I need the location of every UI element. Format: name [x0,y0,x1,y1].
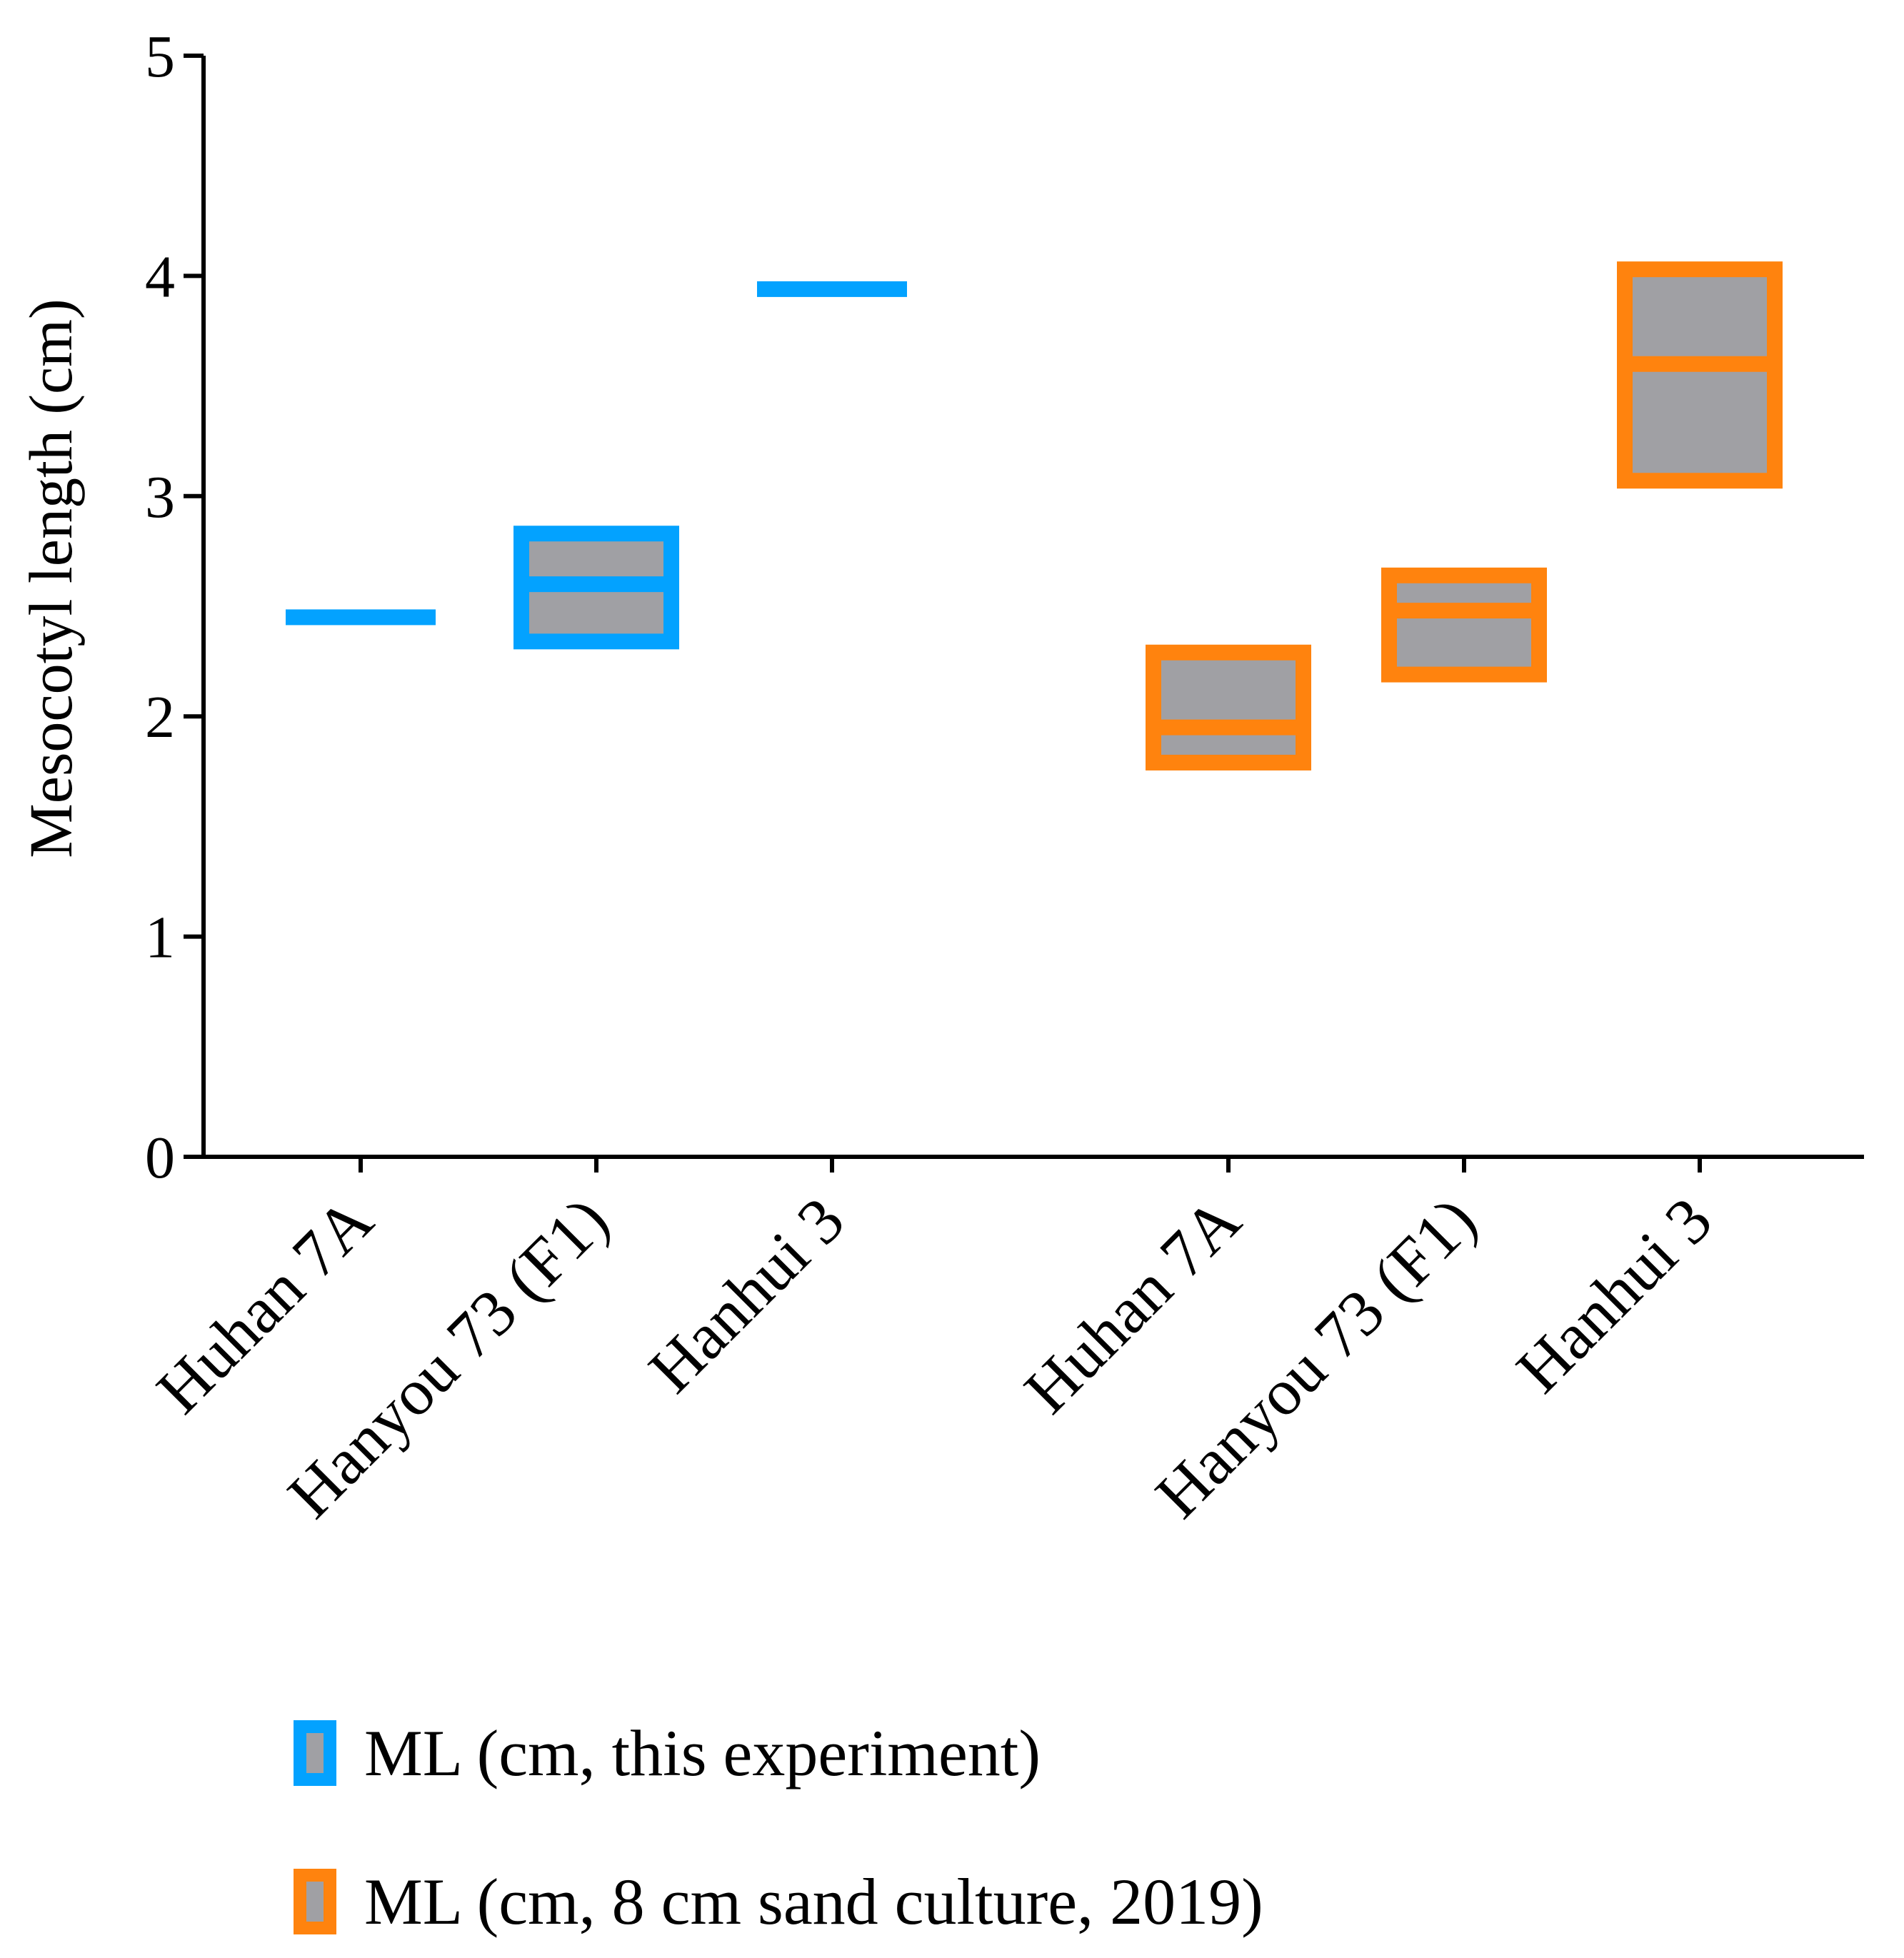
x-category-label: Huhan 7A [143,1183,386,1427]
y-tick-label: 5 [145,24,175,90]
legend-label: ML (cm, 8 cm sand culture, 2019) [364,1865,1263,1938]
x-category-label: Hanhui 3 [635,1183,858,1406]
floating-bar-1-1 [1381,567,1547,683]
floating-bar-1-0 [1146,644,1311,770]
x-category-label: Huhan 7A [1011,1183,1254,1427]
floating-bar-0-0 [286,609,436,626]
y-tick-label: 1 [145,905,175,971]
floating-bar-0-1 [513,526,679,650]
range-box [1381,567,1547,683]
legend-swatch [294,1869,336,1934]
legend-item-0: ML (cm, this experiment) [294,1717,1041,1789]
y-tick-label: 4 [145,244,175,310]
legend-label: ML (cm, this experiment) [364,1717,1041,1789]
y-axis-title: Mesocotyl length (cm) [16,298,85,858]
range-dash [286,609,436,626]
range-box [1146,644,1311,770]
y-tick-label: 2 [145,684,175,750]
y-tick-label: 0 [145,1125,175,1191]
y-tick-label: 3 [145,464,175,531]
legend-item-1: ML (cm, 8 cm sand culture, 2019) [294,1865,1263,1938]
legend: ML (cm, this experiment) ML (cm, 8 cm san… [294,1717,1263,1938]
floating-bar-1-2 [1617,261,1783,489]
x-category-label: Hanhui 3 [1503,1183,1725,1406]
legend-swatch [294,1720,336,1786]
range-box [1617,261,1783,489]
floating-bar-0-2 [757,281,907,297]
range-dash [757,281,907,297]
